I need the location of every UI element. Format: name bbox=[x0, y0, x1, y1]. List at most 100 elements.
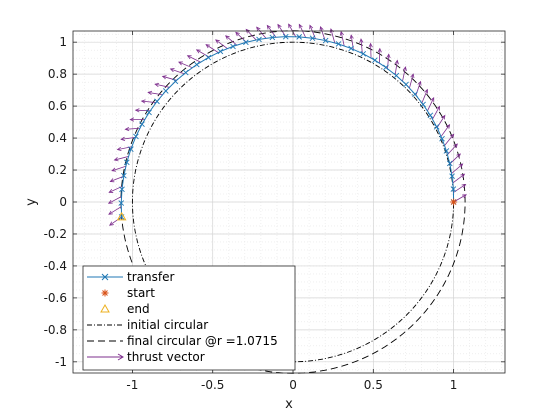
transfer-marker bbox=[121, 172, 127, 179]
x-tick-label: -0.5 bbox=[201, 378, 224, 392]
thrust-vector-head bbox=[368, 42, 373, 48]
thrust-vector-head bbox=[154, 82, 160, 87]
legend-item-final: final circular @r =1.0715 bbox=[87, 334, 278, 348]
transfer-marker bbox=[403, 81, 409, 88]
thrust-vector-arrow bbox=[187, 55, 201, 63]
thrust-vector-head bbox=[107, 199, 113, 204]
thrust-vector-arrow bbox=[111, 165, 126, 172]
thrust-vector-head bbox=[186, 55, 192, 60]
thrust-vector-head bbox=[205, 44, 211, 49]
transfer-marker bbox=[322, 37, 329, 44]
thrust-vector-head bbox=[215, 39, 220, 44]
thrust-vector-head bbox=[319, 25, 324, 31]
legend-item-thrust: thrust vector bbox=[87, 350, 205, 364]
y-axis-label: y bbox=[24, 198, 39, 206]
thrust-vector-head bbox=[449, 133, 455, 139]
thrust-vector-arrow bbox=[125, 127, 140, 130]
thrust-vector-arrow bbox=[121, 136, 136, 140]
thrust-vector-arrow bbox=[148, 92, 163, 96]
thrust-vector-head bbox=[377, 47, 382, 53]
thrust-vector-arrow bbox=[178, 61, 193, 69]
legend-label: initial circular bbox=[127, 318, 208, 332]
thrust-vector-head bbox=[288, 23, 293, 29]
transfer-marker bbox=[128, 146, 134, 152]
thrust-vector-arrow bbox=[215, 39, 228, 49]
transfer-marker bbox=[182, 69, 189, 76]
transfer-marker bbox=[154, 98, 160, 105]
thrust-vector-head bbox=[339, 30, 344, 36]
transfer-marker bbox=[230, 43, 236, 50]
legend-item-end: end bbox=[100, 302, 150, 316]
thrust-vector-head bbox=[120, 136, 126, 141]
thrust-vector-arrow bbox=[225, 35, 238, 46]
thrust-vector-head bbox=[111, 167, 117, 172]
legend-item-start: start bbox=[101, 286, 155, 300]
thrust-vectors bbox=[107, 23, 467, 226]
thrust-vector-head bbox=[113, 157, 119, 162]
transfer-marker bbox=[335, 41, 342, 47]
thrust-vector-head bbox=[235, 31, 240, 37]
y-tick-label: 0.2 bbox=[48, 163, 67, 177]
thrust-vector-arrow bbox=[320, 26, 326, 41]
thrust-vector-arrow bbox=[402, 66, 406, 82]
transfer-marker bbox=[205, 54, 212, 61]
thrust-vector-head bbox=[462, 194, 467, 199]
legend-label: start bbox=[127, 286, 155, 300]
y-tick-label: -0.4 bbox=[44, 259, 67, 273]
thrust-vector-arrow bbox=[447, 143, 458, 155]
legend-label: end bbox=[127, 302, 150, 316]
transfer-marker bbox=[118, 200, 125, 206]
initial-circular-orbit bbox=[131, 41, 455, 363]
thrust-vector-arrow bbox=[432, 106, 440, 120]
transfer-marker bbox=[172, 78, 179, 85]
x-tick-label: -1 bbox=[126, 378, 138, 392]
thrust-vector-head bbox=[108, 210, 113, 215]
thrust-vector-arrow bbox=[340, 31, 345, 46]
transfer-marker bbox=[243, 39, 249, 46]
thrust-vector-head bbox=[456, 153, 461, 158]
thrust-vector-head bbox=[109, 221, 114, 226]
thrust-vector-head bbox=[225, 35, 230, 40]
thrust-vector-head bbox=[256, 26, 261, 32]
thrust-vector-head bbox=[109, 178, 115, 183]
thrust-vector-head bbox=[266, 24, 272, 30]
transfer-marker bbox=[443, 148, 450, 154]
thrust-vector-head bbox=[116, 146, 122, 151]
transfer-marker bbox=[146, 109, 152, 116]
thrust-vector-head bbox=[108, 189, 114, 193]
thrust-vector-head bbox=[424, 88, 429, 94]
thrust-vector-arrow bbox=[360, 39, 363, 54]
legend-label: transfer bbox=[127, 270, 174, 284]
transfer-marker bbox=[256, 36, 262, 43]
thrust-vector-head bbox=[134, 108, 140, 113]
thrust-vector-head bbox=[394, 59, 399, 65]
legend-item-transfer: transfer bbox=[87, 270, 174, 284]
thrust-vector-head bbox=[129, 117, 135, 122]
thrust-vector-arrow bbox=[114, 156, 129, 161]
thrust-vector-head bbox=[460, 173, 466, 178]
thrust-vector-head bbox=[436, 105, 440, 111]
thrust-vector-head bbox=[441, 114, 446, 120]
transfer-marker bbox=[450, 186, 457, 192]
transfer-marker bbox=[433, 123, 440, 130]
transfer-marker bbox=[393, 72, 400, 79]
thrust-vector-arrow bbox=[108, 196, 122, 204]
transfer-marker bbox=[383, 64, 389, 71]
thrust-vector-head bbox=[359, 38, 364, 43]
x-tick-label: 1 bbox=[450, 378, 458, 392]
thrust-vector-head bbox=[140, 99, 146, 104]
end-marker bbox=[116, 211, 127, 221]
thrust-vector-arrow bbox=[451, 163, 463, 174]
transfer-marker bbox=[139, 121, 145, 127]
transfer-marker bbox=[282, 33, 289, 40]
thrust-vector-arrow bbox=[110, 175, 124, 182]
x-axis-ticks: -1 -0.5 0 0.5 1 bbox=[126, 31, 457, 392]
thrust-vector-head bbox=[430, 97, 435, 102]
thrust-vector-head bbox=[461, 183, 467, 189]
transfer-marker bbox=[269, 34, 276, 41]
transfer-marker bbox=[119, 186, 125, 193]
thrust-vector-head bbox=[195, 49, 201, 54]
thrust-vector-head bbox=[402, 66, 407, 72]
thrust-vector-arrow bbox=[449, 153, 461, 165]
